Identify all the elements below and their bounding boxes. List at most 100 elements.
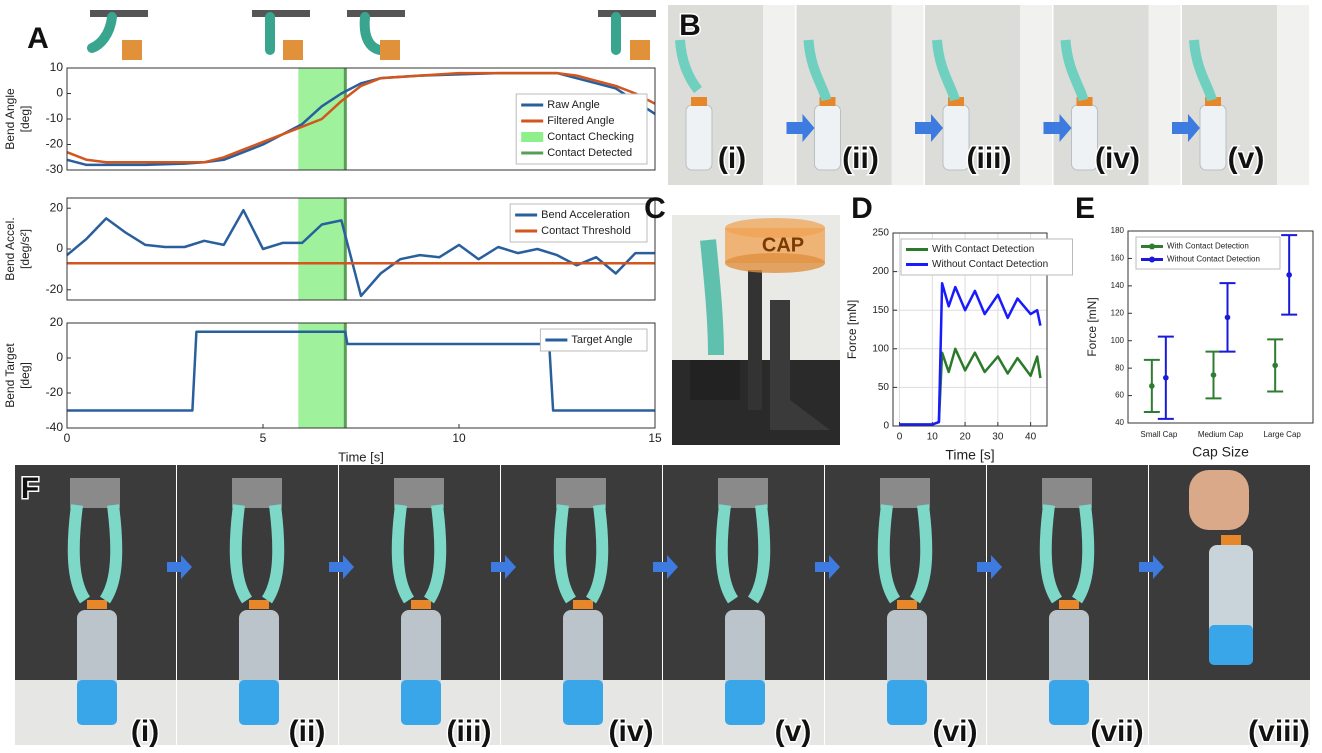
photo-label: (iii) (967, 142, 1012, 175)
gripper (718, 478, 768, 508)
y-tick-label: 100 (872, 343, 889, 354)
legend-label: Target Angle (571, 334, 632, 346)
x-axis-label: Cap Size (1192, 444, 1249, 460)
bottle-cap (1221, 535, 1241, 545)
liquid (1049, 680, 1089, 725)
y-tick-label: -40 (46, 420, 64, 434)
x-tick-label: 40 (1025, 432, 1037, 443)
panel-label: A (27, 22, 49, 55)
y-tick-label: 0 (56, 86, 63, 100)
x-tick-label: 10 (927, 432, 939, 443)
liquid (563, 680, 603, 725)
bottle (1072, 105, 1098, 170)
legend-label: With Contact Detection (1167, 242, 1249, 251)
legend-label: Contact Checking (547, 131, 634, 143)
photo-label: (viii) (1248, 715, 1310, 748)
photo-label: (v) (1228, 142, 1265, 175)
point (1286, 272, 1292, 278)
y-tick-label: 0 (56, 350, 63, 364)
x-tick-label: Large Cap (1263, 430, 1301, 439)
photo-label: (vi) (933, 715, 978, 748)
photo-label: (vii) (1090, 715, 1143, 748)
point (1272, 363, 1278, 369)
legend-label: Bend Acceleration (541, 209, 630, 221)
y-tick-label: 0 (883, 421, 889, 432)
x-tick-label: 30 (992, 432, 1004, 443)
y-axis-label: Bend Accel. (3, 217, 17, 280)
x-tick-label: 0 (897, 432, 903, 443)
photo-label: (iv) (1095, 142, 1140, 175)
bottle (1200, 105, 1226, 170)
panel-label: B (679, 9, 701, 42)
x-tick-label: 5 (260, 431, 267, 445)
bottle-cap (691, 97, 707, 106)
y-tick-label: 50 (878, 382, 890, 393)
y-tick-label: -10 (46, 111, 64, 125)
bottle (815, 105, 841, 170)
y-tick-label: 200 (872, 266, 889, 277)
y-tick-label: 10 (50, 60, 64, 74)
schematic-icons (90, 10, 656, 60)
chart: -40-20020051015Bend Target[deg]Time [s]T… (3, 315, 662, 464)
figure: (i)(ii)(iii)(iv)(v) CAP (i)(ii)(iii)(iv)… (0, 0, 1322, 753)
y-axis-label: [deg] (18, 362, 32, 389)
y-tick-label: 160 (1111, 254, 1125, 263)
y-tick-label: 60 (1115, 391, 1124, 400)
y-tick-label: 140 (1111, 281, 1125, 290)
photo-label: (i) (718, 142, 746, 175)
y-tick-label: 150 (872, 305, 889, 316)
legend-swatch (521, 132, 543, 142)
legend-label: Filtered Angle (547, 115, 614, 127)
y-tick-label: 20 (50, 315, 64, 329)
y-axis-label: Force [mN] (1085, 297, 1099, 356)
x-axis-label: Time [s] (945, 447, 994, 463)
gripper (70, 478, 120, 508)
legend-label: Raw Angle (547, 99, 600, 111)
panel-label: E (1075, 192, 1095, 225)
legend-swatch (1149, 257, 1155, 263)
bottle (943, 105, 969, 170)
y-axis-label: [deg] (18, 106, 32, 133)
panel-label: C (644, 192, 666, 225)
gripper (394, 478, 444, 508)
bottle-cap (1059, 600, 1079, 609)
photo-bg (1020, 5, 1052, 185)
liquid (887, 680, 927, 725)
x-tick-label: Small Cap (1140, 430, 1177, 439)
point (1149, 383, 1155, 389)
legend-label: Contact Threshold (541, 225, 631, 237)
bottle-cap (573, 600, 593, 609)
liquid (1209, 625, 1253, 665)
legend-label: With Contact Detection (932, 244, 1034, 255)
photo-label: (iv) (609, 715, 654, 748)
x-tick-label: 0 (64, 431, 71, 445)
y-tick-label: 100 (1111, 336, 1125, 345)
y-tick-label: 80 (1115, 363, 1124, 372)
liquid (239, 680, 279, 725)
point (1163, 375, 1169, 381)
contact-region (298, 323, 345, 428)
legend-label: Contact Detected (547, 147, 632, 159)
y-tick-label: -30 (46, 162, 64, 176)
cap-label: CAP (762, 234, 804, 256)
x-axis-label: Time [s] (338, 449, 384, 464)
photo-label: (v) (775, 715, 812, 748)
x-tick-label: 10 (452, 431, 466, 445)
point (1225, 315, 1231, 321)
y-axis-label: Force [mN] (845, 300, 859, 359)
bottle (686, 105, 712, 170)
liquid (77, 680, 117, 725)
photo-bg (763, 5, 795, 185)
y-axis-label: Bend Target (3, 343, 17, 408)
y-tick-label: 0 (56, 241, 63, 255)
gripper (232, 478, 282, 508)
bottle-cap (249, 600, 269, 609)
y-tick-label: 120 (1111, 308, 1125, 317)
panel-label: D (851, 192, 873, 225)
y-tick-label: 180 (1111, 226, 1125, 235)
liquid (725, 680, 765, 725)
hand (1189, 470, 1249, 530)
